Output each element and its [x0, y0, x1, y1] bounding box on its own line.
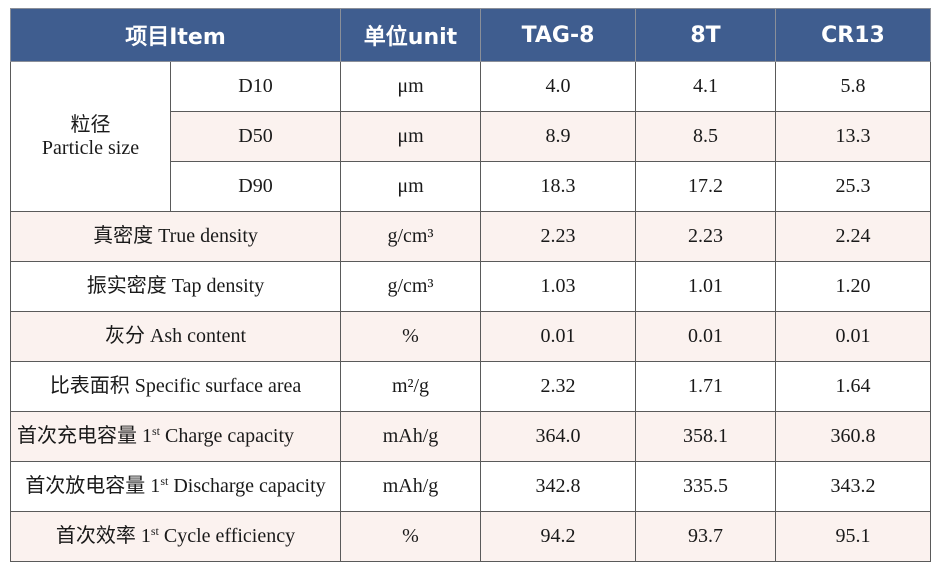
- label-text: Cycle efficiency: [158, 525, 296, 547]
- value-cell: 8.9: [480, 111, 636, 162]
- unit-cell: %: [340, 311, 481, 362]
- value-cell: 4.0: [480, 61, 636, 112]
- unit-cell: g/cm³: [340, 211, 481, 262]
- value-cell: 18.3: [480, 161, 636, 212]
- value-cell: 0.01: [775, 311, 931, 362]
- value-cell: 358.1: [635, 411, 776, 462]
- value-cell: 94.2: [480, 511, 636, 562]
- value-cell: 95.1: [775, 511, 931, 562]
- row-label-cycle-efficiency: 首次效率 1st Cycle efficiency: [10, 511, 341, 562]
- value-cell: 1.20: [775, 261, 931, 312]
- value-cell: 1.01: [635, 261, 776, 312]
- table-row: 振实密度 Tap density g/cm³ 1.03 1.01 1.20: [10, 261, 931, 312]
- value-cell: 4.1: [635, 61, 776, 112]
- label-text: Discharge capacity: [168, 475, 326, 497]
- label-superscript: st: [150, 524, 159, 538]
- properties-table-container: 项目Item 单位unit TAG-8 8T CR13 粒径 Particle …: [10, 8, 931, 571]
- header-sample-cr13: CR13: [775, 8, 931, 62]
- unit-cell: g/cm³: [340, 261, 481, 312]
- value-cell: 8.5: [635, 111, 776, 162]
- unit-cell: %: [340, 511, 481, 562]
- table-row: 灰分 Ash content % 0.01 0.01 0.01: [10, 311, 931, 362]
- unit-cell: μm: [340, 111, 481, 162]
- label-text: 首次充电容量 1: [17, 425, 152, 447]
- value-cell: 342.8: [480, 461, 636, 512]
- unit-cell: m²/g: [340, 361, 481, 412]
- header-item: 项目Item: [10, 8, 341, 62]
- unit-cell: mAh/g: [340, 461, 481, 512]
- sub-label: D10: [170, 61, 341, 112]
- header-sample-8t: 8T: [635, 8, 776, 62]
- value-cell: 5.8: [775, 61, 931, 112]
- table-row: D90 μm 18.3 17.2 25.3: [11, 161, 931, 212]
- properties-table: 项目Item 单位unit TAG-8 8T CR13 粒径 Particle …: [10, 8, 931, 562]
- unit-cell: μm: [340, 61, 481, 112]
- value-cell: 1.03: [480, 261, 636, 312]
- row-label-discharge-capacity: 首次放电容量 1st Discharge capacity: [10, 461, 341, 512]
- sub-label: D90: [170, 161, 341, 212]
- row-label-charge-capacity: 首次充电容量 1st Charge capacity: [10, 411, 341, 462]
- value-cell: 0.01: [635, 311, 776, 362]
- table-row: D50 μm 8.9 8.5 13.3: [11, 111, 931, 162]
- value-cell: 1.64: [775, 361, 931, 412]
- particle-size-label-en: Particle size: [41, 136, 140, 159]
- value-cell: 364.0: [480, 411, 636, 462]
- value-cell: 343.2: [775, 461, 931, 512]
- value-cell: 2.32: [480, 361, 636, 412]
- table-row: 粒径 Particle size D10 μm 4.0 4.1 5.8: [10, 61, 931, 212]
- value-cell: 25.3: [775, 161, 931, 212]
- row-label-true-density: 真密度 True density: [10, 211, 341, 262]
- label-text: Charge capacity: [160, 425, 295, 447]
- value-cell: 93.7: [635, 511, 776, 562]
- value-cell: 360.8: [775, 411, 931, 462]
- value-cell: 335.5: [635, 461, 776, 512]
- header-unit: 单位unit: [340, 8, 481, 62]
- label-text: 首次放电容量 1: [25, 475, 161, 497]
- sub-label: D50: [170, 111, 341, 162]
- value-cell: 1.71: [635, 361, 776, 412]
- table-row: 真密度 True density g/cm³ 2.23 2.23 2.24: [10, 211, 931, 262]
- table-row: 首次充电容量 1st Charge capacity mAh/g 364.0 3…: [10, 411, 931, 462]
- value-cell: 2.23: [480, 211, 636, 262]
- value-cell: 2.23: [635, 211, 776, 262]
- value-cell: 2.24: [775, 211, 931, 262]
- value-cell: 17.2: [635, 161, 776, 212]
- row-label-ash-content: 灰分 Ash content: [10, 311, 341, 362]
- label-superscript: st: [160, 474, 169, 488]
- header-row: 项目Item 单位unit TAG-8 8T CR13: [10, 8, 931, 62]
- particle-size-label-cn: 粒径: [70, 113, 111, 136]
- row-label-tap-density: 振实密度 Tap density: [10, 261, 341, 312]
- table-row: 首次效率 1st Cycle efficiency % 94.2 93.7 95…: [10, 511, 931, 562]
- row-label-specific-surface-area: 比表面积 Specific surface area: [10, 361, 341, 412]
- particle-size-label: 粒径 Particle size: [10, 61, 171, 212]
- value-cell: 0.01: [480, 311, 636, 362]
- table-row: 首次放电容量 1st Discharge capacity mAh/g 342.…: [10, 461, 931, 512]
- unit-cell: μm: [340, 161, 481, 212]
- table-row: 比表面积 Specific surface area m²/g 2.32 1.7…: [10, 361, 931, 412]
- label-text: 首次效率 1: [55, 525, 151, 547]
- unit-cell: mAh/g: [340, 411, 481, 462]
- value-cell: 13.3: [775, 111, 931, 162]
- header-sample-tag8: TAG-8: [480, 8, 636, 62]
- label-superscript: st: [152, 424, 161, 438]
